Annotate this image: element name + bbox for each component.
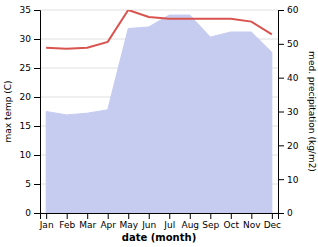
axis-line xyxy=(34,11,41,214)
tick: 10 xyxy=(20,150,40,160)
axis-line xyxy=(279,11,285,214)
tick-label: 30 xyxy=(20,34,32,44)
tick-mark xyxy=(278,78,284,79)
tick-label: Mar xyxy=(79,220,96,230)
tick-label: Aug xyxy=(181,220,199,230)
tick: Jul xyxy=(163,213,175,230)
tick-mark xyxy=(251,213,252,219)
tick: 35 xyxy=(20,5,40,15)
tick-mark xyxy=(34,213,40,214)
tick: 15 xyxy=(20,121,40,131)
area xyxy=(46,15,272,213)
tick-label: Jul xyxy=(163,220,175,230)
tick: Nov xyxy=(243,213,261,230)
tick-mark xyxy=(46,213,47,219)
tick: 0 xyxy=(278,208,293,218)
tick-mark xyxy=(34,68,40,69)
tick-label: 30 xyxy=(287,107,299,117)
tick: 25 xyxy=(20,63,40,73)
tick-mark xyxy=(34,126,40,127)
tick-mark xyxy=(34,184,40,185)
axis-line xyxy=(41,214,279,220)
tick: 50 xyxy=(278,39,299,49)
tick-label: 60 xyxy=(287,5,299,15)
tick-label: 10 xyxy=(287,175,299,185)
y-axis-title: max temp (C) xyxy=(3,80,13,142)
tick: Mar xyxy=(79,213,96,230)
tick-mark xyxy=(278,179,284,180)
tick-mark xyxy=(67,213,68,219)
tick: 5 xyxy=(25,179,40,189)
tick-label: 0 xyxy=(25,208,31,218)
tick-label: 15 xyxy=(20,121,31,131)
tick: Dec xyxy=(264,213,281,230)
tick-mark xyxy=(272,213,273,219)
tick-label: May xyxy=(119,220,138,230)
tick: Jun xyxy=(141,213,156,230)
tick: 30 xyxy=(278,107,299,117)
tick-label: Feb xyxy=(59,220,75,230)
tick: Sep xyxy=(202,213,219,230)
tick-mark xyxy=(278,213,284,214)
tick-label: Jan xyxy=(39,220,54,230)
tick-mark xyxy=(34,39,40,40)
tick-mark xyxy=(34,155,40,156)
tick-label: Sep xyxy=(202,220,219,230)
y2-axis: 0 10 20 30 40 50 60 xyxy=(278,5,299,218)
tick: Oct xyxy=(224,213,240,230)
tick-label: 0 xyxy=(287,208,293,218)
tick: 30 xyxy=(20,34,40,44)
tick-mark xyxy=(169,213,170,219)
tick-label: Dec xyxy=(264,220,281,230)
y2-axis-title: med. precipitation (kg/m2) xyxy=(307,51,317,172)
tick: Apr xyxy=(100,213,116,230)
tick: 60 xyxy=(278,5,299,15)
y-axis: 0 5 10 15 20 25 30 35 xyxy=(20,5,41,218)
tick: 40 xyxy=(278,73,299,83)
plot-area xyxy=(46,10,272,213)
tick: Jan xyxy=(39,213,54,230)
tick-label: 50 xyxy=(287,39,299,49)
chart: Jan Feb Mar AprMayJun Jul AugSep OctNovDec 0 5 10… xyxy=(0,0,318,247)
tick: 0 xyxy=(25,208,40,218)
x-axis-title: date (month) xyxy=(122,232,196,243)
tick-label: 10 xyxy=(20,150,32,160)
tick: May xyxy=(119,213,138,230)
tick: 20 xyxy=(20,92,40,102)
tick-mark xyxy=(34,97,40,98)
tick-label: Jun xyxy=(141,220,156,230)
x-axis: Jan Feb Mar AprMayJun Jul AugSep OctNovDec xyxy=(39,213,281,230)
tick-mark xyxy=(149,213,150,219)
tick-mark xyxy=(278,10,284,11)
tick: 20 xyxy=(278,141,299,151)
tick-mark xyxy=(87,213,88,219)
grid-line xyxy=(40,10,278,11)
tick-mark xyxy=(278,145,284,146)
tick-label: 20 xyxy=(20,92,32,102)
tick-mark xyxy=(34,10,40,11)
tick-label: 25 xyxy=(20,63,31,73)
tick-label: Apr xyxy=(100,220,116,230)
tick: Aug xyxy=(181,213,199,230)
tick: Feb xyxy=(59,213,75,230)
tick: 10 xyxy=(278,175,299,185)
tick-mark xyxy=(278,112,284,113)
tick-label: Nov xyxy=(243,220,261,230)
tick-mark xyxy=(210,213,211,219)
tick-label: 20 xyxy=(287,141,299,151)
tick-label: 35 xyxy=(20,5,31,15)
tick-mark xyxy=(231,213,232,219)
line xyxy=(46,10,272,49)
tick-mark xyxy=(190,213,191,219)
tick-label: Oct xyxy=(224,220,240,230)
grid xyxy=(40,10,278,213)
tick-mark xyxy=(108,213,109,219)
tick-label: 5 xyxy=(25,179,31,189)
tick-mark xyxy=(278,44,284,45)
tick-label: 40 xyxy=(287,73,299,83)
tick-mark xyxy=(128,213,129,219)
